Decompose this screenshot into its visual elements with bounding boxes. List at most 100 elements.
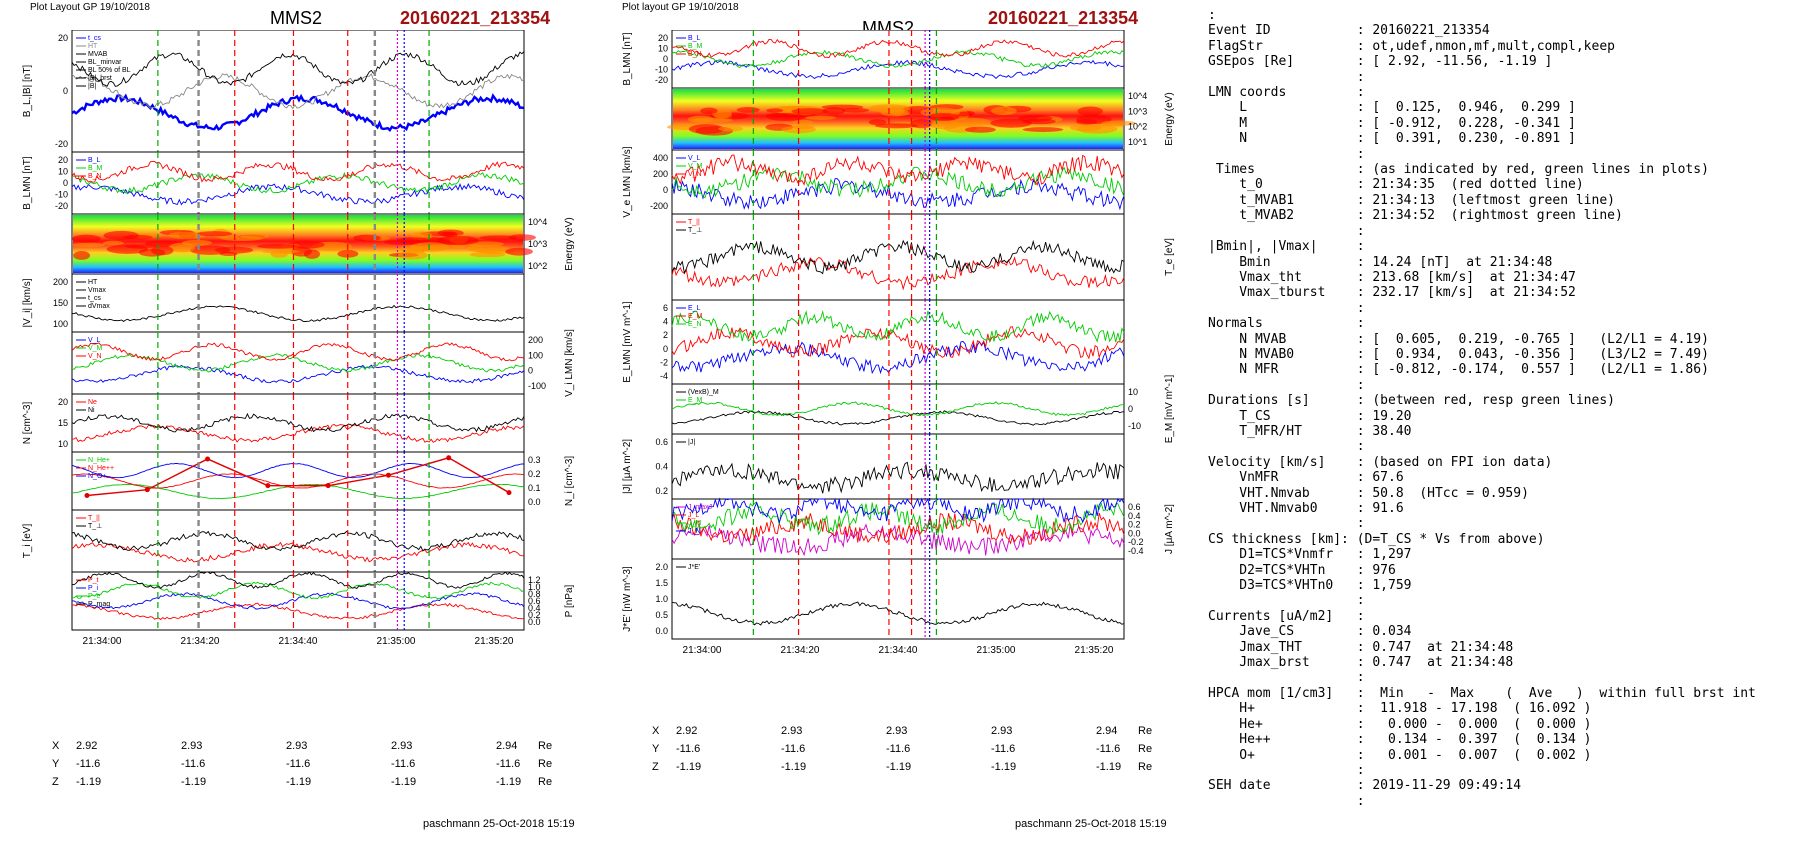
summary-line: D1=TCS*Vnmfr : 1,297	[1208, 547, 1412, 563]
legend-label: E_M	[688, 397, 703, 404]
y-tick-label: 20	[58, 155, 68, 165]
time-tick-label: 21:35:20	[1075, 645, 1114, 656]
series-line	[71, 353, 525, 373]
right-footer: paschmann 25-Oct-2018 15:19	[1015, 818, 1167, 830]
spectrogram-blob	[303, 249, 320, 259]
time-tick-label: 21:35:20	[475, 636, 514, 647]
y-tick-label: 10^2	[528, 261, 547, 271]
position-value: 2.93	[886, 725, 908, 737]
series-line	[71, 571, 525, 590]
spectrogram-blob	[688, 124, 725, 134]
y-tick-label: -20	[55, 201, 68, 211]
time-tick-label: 21:35:00	[977, 645, 1016, 656]
y-tick-label: 0	[663, 185, 668, 195]
y-tick-label: 150	[53, 298, 68, 308]
y-tick-label: 10	[58, 167, 68, 177]
series-line	[671, 340, 1125, 375]
y-tick-label: 0.6	[655, 437, 668, 447]
y-tick-label: 10	[1128, 387, 1138, 397]
summary-line: :	[1208, 793, 1365, 809]
legend-label: J_M	[688, 520, 701, 527]
y-tick-label: 0.2	[1128, 520, 1141, 530]
y-tick-label: 1.0	[528, 582, 541, 592]
position-value: -11.6	[181, 758, 206, 770]
summary-line: GSEpos [Re] : [ 2.92, -11.56, -1.19 ]	[1208, 54, 1553, 70]
spectrogram-blob	[964, 126, 996, 133]
position-value: -11.6	[76, 758, 101, 770]
y-tick-label: 0.4	[528, 603, 541, 613]
spectrogram-blob	[990, 118, 1032, 128]
summary-line: :	[1208, 146, 1365, 162]
y-tick-label: 10^4	[528, 217, 547, 227]
spectrogram-blob	[352, 234, 381, 242]
y-tick-label: 10	[658, 44, 668, 54]
y-axis-label: B_LMN [nT]	[22, 156, 33, 210]
series-line	[71, 581, 525, 600]
y-tick-label: 20	[58, 33, 68, 43]
legend-label: P_t	[88, 577, 99, 584]
spectrogram-blob	[874, 123, 918, 129]
panel-frame	[71, 571, 525, 631]
summary-line: t_0 : 21:34:35 (red dotted line)	[1208, 177, 1584, 193]
spectrogram-blob	[383, 239, 422, 245]
left-event: 20160221_213354	[400, 8, 551, 28]
y-tick-label: 0.0	[655, 626, 668, 636]
y-tick-label: -10	[55, 190, 68, 200]
position-value: -11.6	[991, 743, 1016, 755]
y-tick-label: 15	[58, 418, 68, 428]
panel-frame	[671, 433, 1125, 500]
panel-frame	[71, 331, 525, 395]
left-position-table: X 2.92 2.93 2.93 2.93 2.94 Re Y -11.6 -11.6 -11.6 -…	[0, 740, 600, 800]
spectrogram-blob	[168, 242, 196, 253]
time-tick-label: 21:34:40	[279, 636, 318, 647]
spectrogram-blob	[766, 108, 784, 113]
summary-line: D3=TCS*VHTn0 : 1,759	[1208, 578, 1412, 594]
spectrogram-blob	[71, 242, 105, 248]
summary-line: :	[1208, 593, 1365, 609]
position-row-label: X	[52, 740, 60, 752]
spectrogram-blob	[910, 119, 933, 129]
y-tick-label: 10	[58, 439, 68, 449]
spectrogram-blob	[791, 108, 829, 115]
series-line	[671, 38, 1125, 59]
position-row-label: Y	[652, 743, 660, 755]
y-tick-label: 0.3	[528, 455, 541, 465]
summary-line: M : [ -0.912, 0.228, -0.341 ]	[1208, 115, 1576, 131]
summary-line: L : [ 0.125, 0.946, 0.299 ]	[1208, 100, 1576, 116]
y-tick-label: 10^3	[1128, 106, 1147, 116]
series-line	[671, 256, 1125, 291]
position-value: -11.6	[781, 743, 806, 755]
y-axis-label: J [μA m^-2]	[1164, 504, 1175, 554]
summary-line: N MVAB : [ 0.605, 0.219, -0.765 ] (L2/L1…	[1208, 331, 1709, 347]
left-layout-label: Plot Layout GP 19/10/2018	[30, 2, 150, 13]
y-tick-label: 10^4	[1128, 91, 1147, 101]
series-line	[671, 501, 1125, 536]
series-line	[71, 304, 525, 322]
summary-line: SEH date : 2019-11-29 09:49:14	[1208, 778, 1522, 794]
y-axis-label: N [cm^-3]	[22, 402, 33, 445]
position-value: -11.6	[676, 743, 701, 755]
legend-label: E_M	[688, 313, 703, 320]
summary-line: Event ID : 20160221_213354	[1208, 23, 1490, 39]
y-tick-label: 0.4	[1128, 511, 1141, 521]
summary-line: He+ : 0.000 - 0.000 ( 0.000 )	[1208, 716, 1592, 732]
position-value: -1.19	[391, 776, 417, 788]
spectrogram-blob	[123, 234, 153, 240]
y-axis-label: B_LMN [nT]	[622, 32, 633, 86]
legend-label: B_L	[88, 157, 101, 164]
legend-label: V_N	[688, 171, 702, 178]
y-tick-label: 100	[53, 319, 68, 329]
series-line	[71, 342, 525, 362]
spectrogram-blob	[400, 245, 427, 254]
legend-label: J_N	[688, 528, 700, 535]
y-tick-label: -200	[650, 201, 668, 211]
legend-label: P_i	[88, 585, 99, 592]
y-tick-label: 1.2	[528, 575, 541, 585]
right-position-table: X 2.92 2.93 2.93 2.93 2.94 Re Y -11.6 -11.6 -11.6 -…	[620, 725, 1200, 785]
legend-label: MVAB	[88, 51, 108, 58]
position-value: 2.93	[391, 740, 413, 752]
series-line	[71, 51, 525, 87]
legend-label: B_L	[688, 35, 701, 42]
spectrogram-blob	[1077, 106, 1103, 116]
position-unit: Re	[1138, 743, 1153, 755]
